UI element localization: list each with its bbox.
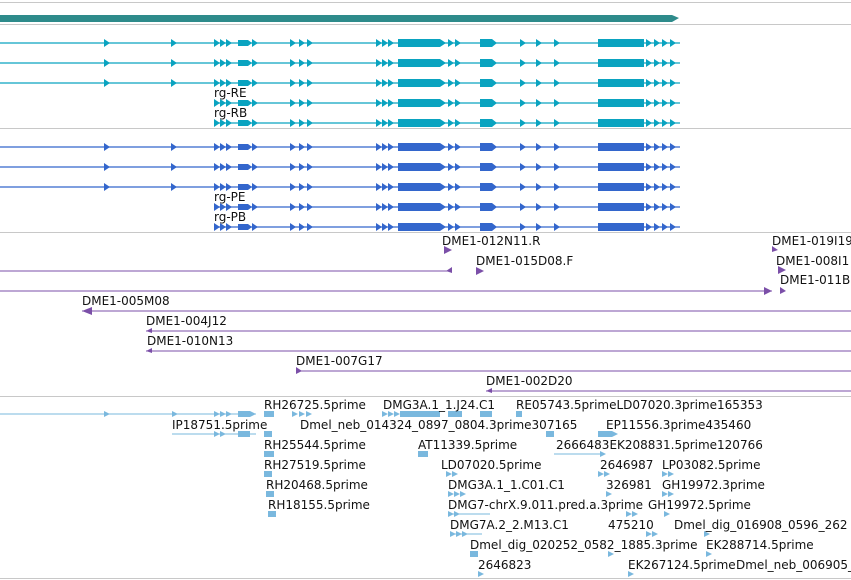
est-label: Dmel_dig_020252_0582_1885.3prime bbox=[470, 538, 698, 552]
est-label: GH19972.5prime bbox=[648, 498, 751, 512]
transcript-models bbox=[0, 39, 680, 127]
track-divider bbox=[0, 128, 851, 129]
bac-label: DME1-010N13 bbox=[147, 334, 234, 348]
est-label: EK267124.5prime bbox=[628, 558, 736, 572]
track-divider bbox=[0, 578, 851, 579]
est-label: LP03082.5prime bbox=[662, 458, 761, 472]
est-label: Dmel_neb_006905_ bbox=[736, 558, 851, 572]
protein-label: rg-PB bbox=[214, 210, 247, 224]
bac-label: DME1-002D20 bbox=[486, 374, 573, 388]
est-label: RE05743.5primeLD07020.3prime165353 bbox=[516, 398, 763, 412]
bac-label: DME1-008I1 bbox=[776, 254, 850, 268]
bac-label: DME1-015D08.F bbox=[476, 254, 574, 268]
est-label: GH19972.3prime bbox=[662, 478, 765, 492]
transcript-row[interactable] bbox=[0, 79, 680, 87]
est-label: EK288714.5prime bbox=[706, 538, 814, 552]
est-label: 326981 bbox=[606, 478, 652, 492]
transcript-label: rg-RB bbox=[214, 106, 248, 120]
est-label: 2666483EK20883 bbox=[556, 438, 664, 452]
est-label: LD07020.5prime bbox=[441, 458, 542, 472]
transcript-row[interactable] bbox=[0, 59, 680, 67]
bac-label: DME1-019I19 bbox=[772, 234, 851, 248]
bac-label: DME1-005M08 bbox=[82, 294, 170, 308]
est-label: RH18155.5prime bbox=[268, 498, 370, 512]
est-features bbox=[0, 411, 712, 577]
bac-label: DME1-004J12 bbox=[146, 314, 227, 328]
est-label: DMG7A.2_2.M13.C1 bbox=[450, 518, 569, 532]
bac-end-marker[interactable] bbox=[476, 267, 484, 275]
protein-row[interactable] bbox=[0, 183, 680, 191]
est-label: 1.5prime120766 bbox=[663, 438, 763, 452]
est-label: RH26725.5prime bbox=[264, 398, 366, 412]
gene-bar[interactable] bbox=[0, 15, 679, 22]
est-label: Dmel_neb_014324_0897_0804.3prime307165 bbox=[300, 418, 578, 432]
est-label: RH20468.5prime bbox=[266, 478, 368, 492]
est-label: AT11339.5prime bbox=[418, 438, 518, 452]
protein-row[interactable] bbox=[0, 163, 680, 171]
transcript-row[interactable] bbox=[214, 99, 680, 107]
bac-label: DME1-007G17 bbox=[296, 354, 383, 368]
est-label: RH27519.5prime bbox=[264, 458, 366, 472]
est-label: DMG3A.1_1.J24.C1 bbox=[383, 398, 496, 412]
est-label: 2646823 bbox=[478, 558, 532, 572]
est-label: Dmel_dig_016908_0596_262 bbox=[674, 518, 848, 532]
est-label: DMG7-chrX.9.011.pred.a.3prime bbox=[448, 498, 644, 512]
transcript-row[interactable] bbox=[214, 119, 680, 127]
est-label: DMG3A.1_1.C01.C1 bbox=[448, 478, 565, 492]
track-divider bbox=[0, 396, 851, 397]
gene-feature[interactable] bbox=[0, 8, 851, 32]
transcript-label: rg-RE bbox=[214, 86, 247, 100]
est-label: RH25544.5prime bbox=[264, 438, 366, 452]
track-divider bbox=[0, 232, 851, 233]
protein-row[interactable] bbox=[214, 203, 680, 211]
bac-end-marker[interactable] bbox=[772, 246, 778, 252]
transcript-row[interactable] bbox=[0, 39, 680, 47]
protein-row[interactable] bbox=[0, 143, 680, 151]
protein-row[interactable] bbox=[214, 223, 680, 231]
bac-end-marker[interactable] bbox=[778, 266, 786, 274]
bac-features bbox=[0, 246, 851, 393]
bac-end-marker[interactable] bbox=[444, 246, 452, 254]
est-label: EP11556.3prime435460 bbox=[606, 418, 752, 432]
track-divider bbox=[0, 2, 851, 3]
est-label: 2646987 bbox=[600, 458, 654, 472]
est-label: IP18751.5prime bbox=[172, 418, 268, 432]
bac-label: DME1-012N11.R bbox=[442, 234, 541, 248]
protein-models bbox=[0, 143, 680, 231]
bac-label: DME1-011B bbox=[780, 273, 851, 287]
est-label: 475210 bbox=[608, 518, 654, 532]
track-divider bbox=[0, 24, 851, 25]
protein-label: rg-PE bbox=[214, 190, 246, 204]
